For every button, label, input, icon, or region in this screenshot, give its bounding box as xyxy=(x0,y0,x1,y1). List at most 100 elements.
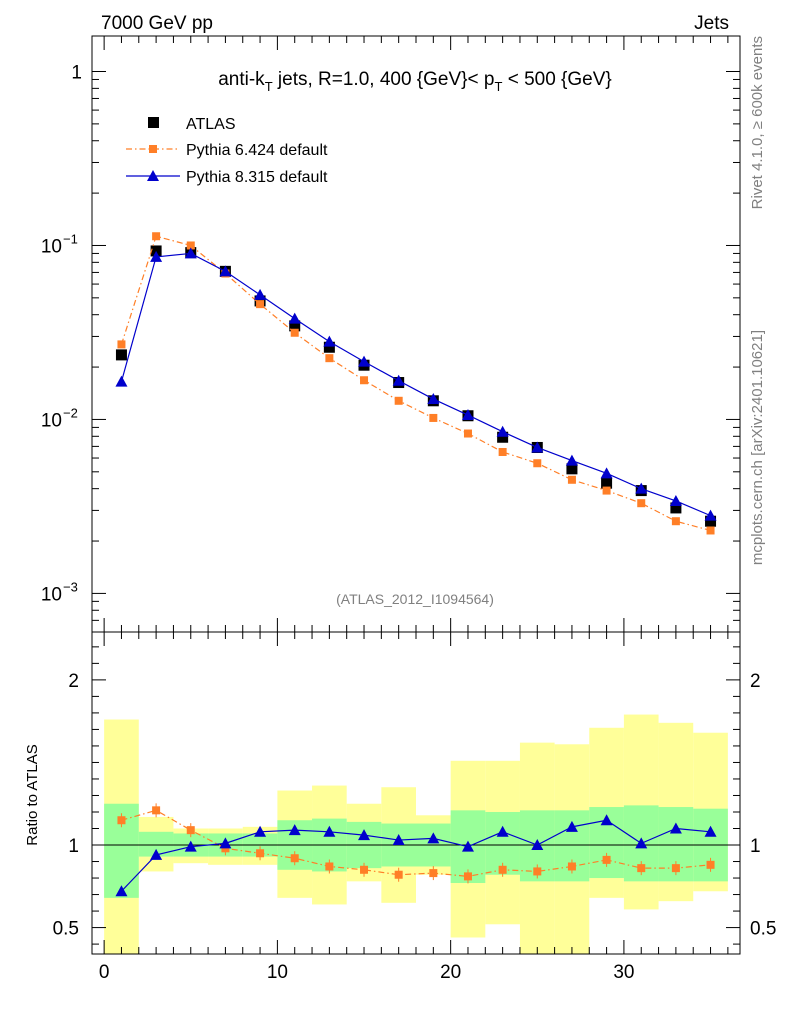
data-point-pythia6 xyxy=(256,300,265,309)
ratio-point-pythia8 xyxy=(254,825,267,837)
series-line-2 xyxy=(120,252,711,517)
ratio-xtick-label: 30 xyxy=(613,962,634,983)
data-point-pythia8 xyxy=(115,375,128,387)
ratio-point-pythia8 xyxy=(531,839,544,851)
ratio-point-pythia6 xyxy=(117,816,126,825)
ratio-point-pythia8 xyxy=(150,848,163,860)
main-ytick-exponent: −1 xyxy=(63,231,78,246)
data-point-atlas xyxy=(323,341,335,353)
ratio-line-0 xyxy=(121,809,711,877)
ratio-point-pythia6 xyxy=(256,849,265,858)
main-ytick-exponent: −2 xyxy=(63,405,78,420)
legend-label-pythia6: Pythia 6.424 default xyxy=(186,142,328,159)
legend-marker-atlas xyxy=(148,117,159,128)
data-point-pythia6 xyxy=(152,232,161,241)
data-point-pythia6 xyxy=(637,499,646,508)
ratio-point-pythia8 xyxy=(427,832,440,844)
ratio-xtick-label: 0 xyxy=(99,962,110,983)
ratio-point-pythia8 xyxy=(600,814,613,826)
rivet-label: Rivet 4.1.0, ≥ 600k events xyxy=(749,36,766,209)
main-ytick-label: 10 xyxy=(41,584,62,605)
data-point-pythia8 xyxy=(254,288,267,300)
data-point-pythia8 xyxy=(635,482,648,494)
data-point-pythia6 xyxy=(533,459,542,468)
ratio-point-pythia8 xyxy=(323,825,336,837)
data-point-atlas xyxy=(566,463,578,475)
ratio-point-pythia8 xyxy=(392,834,405,846)
ratio-point-pythia6 xyxy=(290,854,299,863)
data-point-pythia6 xyxy=(602,486,611,495)
series-line-1 xyxy=(120,235,711,532)
ratio-point-pythia8 xyxy=(184,840,197,852)
data-point-pythia8 xyxy=(461,409,474,421)
plot-title: anti-kT jets, R=1.0, 400 {GeV}< pT < 500… xyxy=(218,69,612,94)
ratio-ylabel: Ratio to ATLAS xyxy=(24,744,41,845)
legend-item-atlas: ATLAS xyxy=(148,116,236,133)
ratio-point-pythia6 xyxy=(360,865,369,874)
category-label: Jets xyxy=(694,13,729,34)
data-point-atlas xyxy=(115,349,127,361)
main-ytick-label: 10 xyxy=(41,410,62,431)
mcplots-label: mcplots.cern.ch [arXiv:2401.10621] xyxy=(749,330,766,565)
ratio-point-pythia6 xyxy=(186,826,195,835)
data-point-pythia6 xyxy=(394,396,403,405)
analysis-watermark: (ATLAS_2012_I1094564) xyxy=(336,591,494,607)
legend: ATLAS Pythia 6.424 default Pythia 8.315 … xyxy=(126,116,328,186)
data-point-pythia6 xyxy=(117,340,126,349)
data-point-pythia8 xyxy=(669,494,682,506)
ratio-point-pythia8 xyxy=(358,829,371,841)
ratio-xtick-label: 20 xyxy=(440,962,461,983)
ratio-ytick-label-right: 1 xyxy=(750,836,761,857)
legend-marker-pythia6 xyxy=(149,145,157,153)
ratio-point-pythia8 xyxy=(219,837,232,849)
ratio-point-pythia6 xyxy=(429,869,438,878)
ratio-point-pythia6 xyxy=(394,870,403,879)
ratio-point-pythia6 xyxy=(706,860,715,869)
main-panel: 110−110−210−3 anti-kT jets, R=1.0, 400 {… xyxy=(41,35,741,633)
data-point-pythia6 xyxy=(290,328,299,337)
ratio-line-1 xyxy=(121,819,711,892)
ratio-point-pythia6 xyxy=(325,862,334,871)
data-point-pythia6 xyxy=(360,376,369,385)
data-point-pythia8 xyxy=(358,355,371,367)
ratio-ytick-label: 0.5 xyxy=(53,919,79,940)
legend-item-pythia6: Pythia 6.424 default xyxy=(126,142,328,159)
ratio-point-pythia8 xyxy=(461,840,474,852)
data-point-pythia8 xyxy=(600,467,613,479)
ratio-ytick-label: 1 xyxy=(68,836,79,857)
data-point-pythia8 xyxy=(323,335,336,347)
main-ytick-exponent: −3 xyxy=(63,579,78,594)
data-point-pythia6 xyxy=(498,447,507,456)
ratio-point-pythia8 xyxy=(635,837,648,849)
ratio-ytick-label-right: 0.5 xyxy=(750,919,776,940)
legend-label-pythia8: Pythia 8.315 default xyxy=(186,169,328,186)
legend-label-atlas: ATLAS xyxy=(186,116,236,133)
ratio-point-pythia6 xyxy=(602,855,611,864)
main-ytick-label: 1 xyxy=(71,63,82,84)
ratio-point-pythia6 xyxy=(567,862,576,871)
data-point-pythia6 xyxy=(706,526,715,535)
data-point-pythia8 xyxy=(704,509,717,521)
ratio-point-pythia8 xyxy=(669,822,682,834)
data-point-atlas xyxy=(497,431,509,443)
data-point-atlas xyxy=(289,320,301,332)
data-point-pythia8 xyxy=(288,312,301,324)
ratio-point-pythia8 xyxy=(496,825,509,837)
ratio-point-pythia6 xyxy=(533,867,542,876)
data-point-pythia8 xyxy=(531,441,544,453)
ratio-point-pythia8 xyxy=(288,824,301,836)
data-point-atlas xyxy=(705,515,717,527)
legend-marker-pythia8 xyxy=(147,170,159,181)
main-ytick-label: 10 xyxy=(41,236,62,257)
ratio-panel: 0.5 0.51 12 20 10 20 30 Ratio to ATLAS xyxy=(24,631,776,983)
data-point-pythia6 xyxy=(325,354,334,363)
data-point-pythia8 xyxy=(565,454,578,466)
data-point-pythia8 xyxy=(427,393,440,405)
ratio-point-pythia8 xyxy=(115,885,128,897)
data-point-pythia8 xyxy=(496,425,509,437)
ratio-point-pythia6 xyxy=(498,865,507,874)
data-point-atlas xyxy=(670,502,682,514)
data-point-pythia8 xyxy=(219,265,232,277)
data-point-pythia8 xyxy=(150,250,163,262)
